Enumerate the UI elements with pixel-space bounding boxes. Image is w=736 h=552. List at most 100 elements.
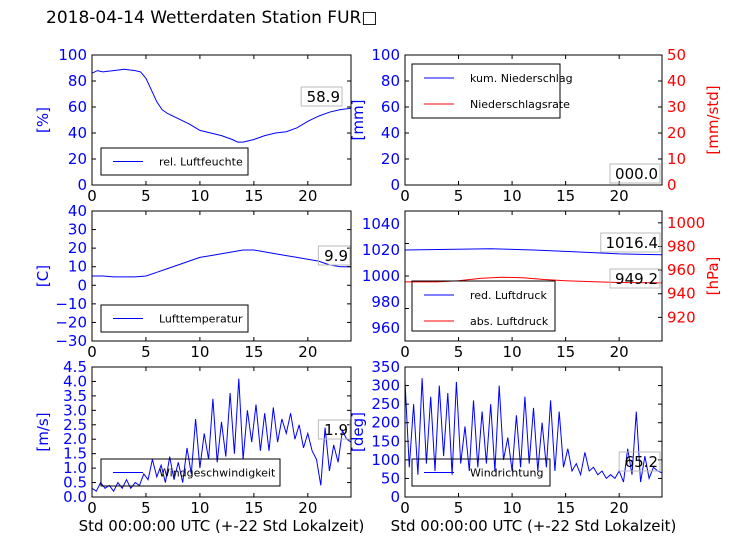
windspeed-frame xyxy=(91,366,352,498)
humidity-frame xyxy=(91,54,352,186)
precipitation-xtick-label: 0 xyxy=(400,187,410,205)
winddirection-xtick-label: 0 xyxy=(400,499,410,517)
precipitation-xtick-label: 20 xyxy=(610,187,629,205)
humidity-xtick-label: 20 xyxy=(298,187,317,205)
humidity-ytick-label: 100 xyxy=(58,46,87,64)
winddirection-ytick-label: 300 xyxy=(371,377,400,395)
humidity-xtick-label: 5 xyxy=(141,187,151,205)
winddirection-ytick-label: 150 xyxy=(371,432,400,450)
precipitation-ytick-label: 0 xyxy=(390,176,400,194)
temperature-value-label-box xyxy=(317,245,351,266)
pressure-y2tick-label: 940 xyxy=(667,285,696,303)
pressure-legend-label: red. Luftdruck xyxy=(470,289,547,302)
windspeed-xtick-label: 20 xyxy=(298,499,317,517)
pressure-y2tick-label: 960 xyxy=(667,261,696,279)
temperature-xtick-label: 5 xyxy=(141,343,151,361)
windspeed-ytick-label: 3.0 xyxy=(63,401,87,419)
pressure-legend-label: abs. Luftdruck xyxy=(470,315,549,328)
temperature-value-label: 9.9 xyxy=(324,247,348,265)
pressure-ytick-label: 960 xyxy=(371,319,400,337)
pressure-legend xyxy=(411,280,556,332)
winddirection-xtick-label: 10 xyxy=(503,499,522,517)
windspeed-xtick-label: 5 xyxy=(141,499,151,517)
humidity-value-label: 58.9 xyxy=(307,88,340,106)
precipitation-ytick-label: 60 xyxy=(381,98,400,116)
pressure-y2label: [hPa] xyxy=(704,257,722,296)
page-title: 2018-04-14 Wetterdaten Station FUR□ xyxy=(46,8,378,28)
windspeed-xtick-label: 10 xyxy=(190,499,209,517)
precipitation-ytick-label: 20 xyxy=(381,150,400,168)
winddirection-xtick-label: 20 xyxy=(610,499,629,517)
temperature-ytick-label: 30 xyxy=(68,221,87,239)
pressure-y2tick-label: 980 xyxy=(667,237,696,255)
precipitation-legend-label: Niederschlagsrate xyxy=(470,98,570,111)
pressure-ytick-label: 980 xyxy=(371,293,400,311)
windspeed-xtick-label: 0 xyxy=(87,499,97,517)
pressure-ytick-label: 1020 xyxy=(362,241,400,259)
temperature-ytick-label: 20 xyxy=(68,239,87,257)
pressure-y2tick-label: 920 xyxy=(667,308,696,326)
humidity-value-label-box xyxy=(300,86,343,107)
temperature-legend xyxy=(100,304,249,333)
pressure-series-line-0 xyxy=(404,248,663,256)
precipitation-y2tick-label: 20 xyxy=(667,124,686,142)
windspeed-ytick-label: 2.0 xyxy=(63,430,87,448)
precipitation-legend-label: kum. Niederschlag xyxy=(470,72,573,85)
windspeed-series-line-0 xyxy=(91,378,352,493)
pressure-ytick-label: 1000 xyxy=(362,267,400,285)
temperature-ytick-label: −10 xyxy=(55,295,87,313)
temperature-panel: 0 5 10 15 20−30−20−10010203040[C]9.9Lufttemp… xyxy=(34,202,352,361)
pressure-y2tick-label: 1000 xyxy=(667,214,705,232)
temperature-xtick-label: 15 xyxy=(244,343,263,361)
precipitation-xtick-label: 10 xyxy=(503,187,522,205)
pressure-value-label-box xyxy=(600,232,661,253)
temperature-legend-label: Lufttemperatur xyxy=(159,313,243,326)
temperature-xtick-label: 20 xyxy=(298,343,317,361)
windspeed-value-label-box xyxy=(317,419,351,440)
windspeed-xtick-label: 15 xyxy=(244,499,263,517)
winddirection-ytick-label: 100 xyxy=(371,451,400,469)
winddirection-ytick-label: 350 xyxy=(371,358,400,376)
precipitation-ytick-label: 80 xyxy=(381,72,400,90)
pressure-value-label-2: 949.2 xyxy=(615,270,658,288)
windspeed-ytick-label: 0.0 xyxy=(63,488,87,506)
winddirection-xtick-label: 5 xyxy=(454,499,464,517)
windspeed-value-label: 1.9 xyxy=(324,421,348,439)
windspeed-ytick-label: 1.0 xyxy=(63,459,87,477)
precipitation-ylabel: [mm] xyxy=(349,100,367,141)
temperature-xtick-label: 10 xyxy=(190,343,209,361)
humidity-legend xyxy=(100,147,249,176)
windspeed-legend xyxy=(100,458,281,487)
windspeed-ytick-label: 4.5 xyxy=(63,358,87,376)
pressure-xtick-label: 5 xyxy=(454,343,464,361)
humidity-xtick-label: 15 xyxy=(244,187,263,205)
temperature-series-line-0 xyxy=(92,249,351,278)
winddirection-xtick-label: 15 xyxy=(556,499,575,517)
humidity-panel: 0 5 10 15 20 0 20 40 60 80 100 [%] 58.9 rel. Luftfeuc… xyxy=(34,46,352,205)
winddirection-xlabel: Std 00:00:00 UTC (+-22 Std Lokalzeit) xyxy=(391,517,677,535)
precipitation-y2label: [mm/std] xyxy=(704,85,722,154)
pressure-xtick-label: 10 xyxy=(503,343,522,361)
windspeed-ytick-label: 3.5 xyxy=(63,387,87,405)
precipitation-ytick-label: 100 xyxy=(371,46,400,64)
humidity-ytick-label: 80 xyxy=(68,72,87,90)
winddirection-legend-label: Windrichtung xyxy=(470,467,543,480)
temperature-ytick-label: 40 xyxy=(68,202,87,220)
temperature-ylabel: [C] xyxy=(34,265,52,287)
pressure-panel: 0 5 10 15 20 960 980 1000 1020 1040 920 940 960 980 10… xyxy=(362,210,722,361)
windspeed-xlabel: Std 00:00:00 UTC (+-22 Std Lokalzeit) xyxy=(79,517,365,535)
winddirection-ylabel: [deg] xyxy=(349,412,367,452)
precipitation-ytick-label: 40 xyxy=(381,124,400,142)
pressure-ytick-label: 1040 xyxy=(362,215,400,233)
temperature-ytick-label: 10 xyxy=(68,258,87,276)
pressure-xtick-label: 15 xyxy=(556,343,575,361)
temperature-ytick-label: −20 xyxy=(55,313,87,331)
precipitation-y2tick-label: 30 xyxy=(667,98,686,116)
precipitation-y2tick-label: 10 xyxy=(667,150,686,168)
humidity-xtick-label: 0 xyxy=(87,187,97,205)
winddirection-ytick-label: 200 xyxy=(371,414,400,432)
precipitation-legend xyxy=(411,63,561,119)
pressure-xtick-label: 0 xyxy=(400,343,410,361)
temperature-ytick-label: 0 xyxy=(77,276,87,294)
